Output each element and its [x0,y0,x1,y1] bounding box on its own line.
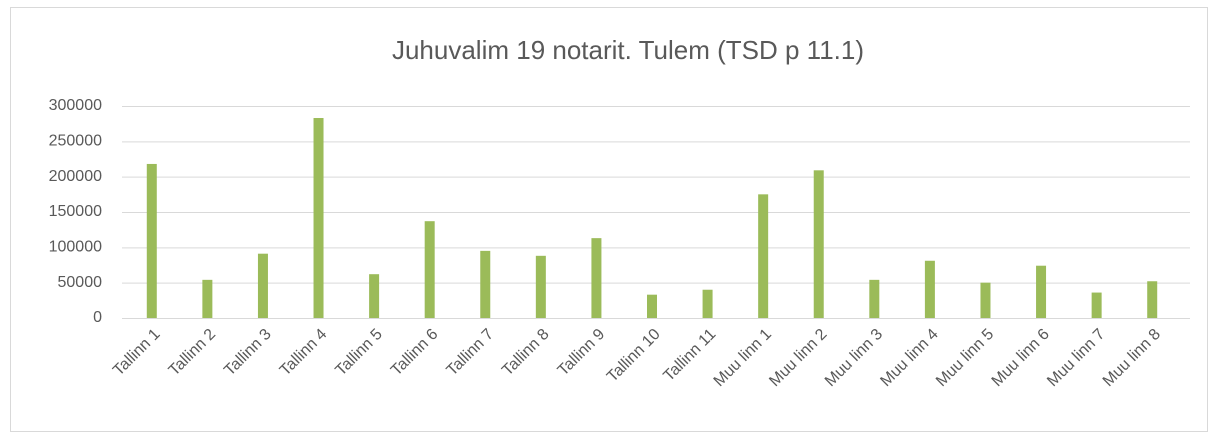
bar [424,221,435,318]
bar [869,279,880,318]
bar [202,279,213,318]
bar [480,250,491,318]
chart-border [10,7,1208,432]
bar [647,294,657,318]
bar [813,170,824,318]
bar [591,238,602,318]
y-tick-label: 250000 [49,133,102,150]
bar [1147,281,1158,318]
y-tick-label: 200000 [49,168,102,185]
y-tick-label: 300000 [49,97,102,114]
bar [146,163,157,318]
y-tick-label: 100000 [49,239,102,256]
y-tick-label: 50000 [58,274,103,291]
bar [535,255,546,318]
bar [702,289,713,318]
bar [924,260,935,318]
bar [1036,265,1047,318]
y-tick-label: 150000 [49,203,102,220]
chart-title: Juhuvalim 19 notarit. Tulem (TSD p 11.1) [392,35,864,65]
bar [257,253,268,318]
bar [313,118,324,318]
y-tick-label: 0 [93,309,102,326]
bar [1091,292,1102,318]
bar [369,274,380,318]
bar [758,194,769,318]
bar [980,282,991,318]
